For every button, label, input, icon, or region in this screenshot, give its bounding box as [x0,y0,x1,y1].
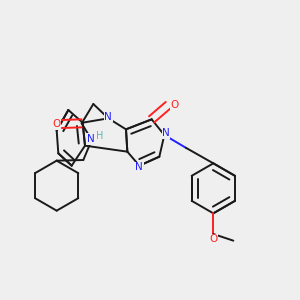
Text: N: N [87,134,94,144]
Text: O: O [209,234,218,244]
Text: N: N [136,162,143,172]
Text: N: N [162,128,170,138]
Text: N: N [104,112,112,122]
Text: H: H [96,131,104,141]
Text: O: O [170,100,178,110]
Text: O: O [52,119,61,129]
